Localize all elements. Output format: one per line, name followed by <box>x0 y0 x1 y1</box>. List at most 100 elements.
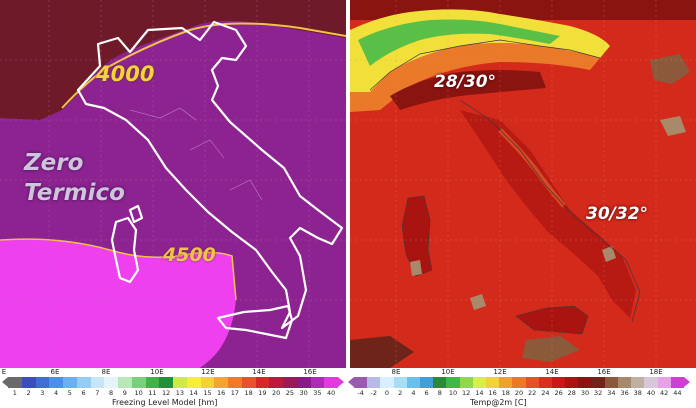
temperature-colorbar-value: 32 <box>594 389 603 397</box>
map-grid <box>0 0 346 368</box>
temperature-colorbar-value: 34 <box>607 389 616 397</box>
freezing-level-colorbar-value: 30 <box>299 389 308 397</box>
temperature-colorbar-value: 20 <box>514 389 524 397</box>
temperature-colorbar-swatch <box>393 377 407 388</box>
freezing-level-colorbar-value: 19 <box>258 389 267 397</box>
temperature-colorbar-value: 14 <box>475 389 484 397</box>
freezing-level-colorbar-value: 12 <box>161 389 171 397</box>
zero-label-line2: Termico <box>24 180 125 206</box>
freezing-level-colorbar-swatch <box>131 377 146 388</box>
temperature-colorbar-swatch <box>591 377 605 388</box>
freezing-level-colorbar-swatch <box>118 377 132 388</box>
temperature-colorbar-value: 40 <box>646 389 656 397</box>
freezing-level-colorbar-value: 17 <box>230 389 240 397</box>
freezing-level-colorbar-swatch <box>173 377 187 388</box>
freezing-level-colorbar-value: 14 <box>189 389 198 397</box>
temp-label-north: 28/30° <box>434 72 497 92</box>
temperature-colorbar <box>354 377 685 388</box>
temperature-colorbar-value: 30 <box>580 389 590 397</box>
temperature-colorbar-value: 38 <box>633 389 642 397</box>
temperature-colorbar-swatch <box>367 377 381 388</box>
temperature-colorbar-value: 6 <box>424 389 429 397</box>
freezing-level-colorbar-value: 2 <box>26 389 31 397</box>
freezing-level-colorbar-value: 18 <box>244 389 253 397</box>
temperature-colorbar-value: 42 <box>660 389 669 397</box>
freezing-level-colorbar-swatch <box>35 377 50 388</box>
legend-area <box>0 368 696 408</box>
italy-border <box>76 20 344 340</box>
right-longitude-tick: 16E <box>597 368 611 376</box>
temperature-colorbar-value: 0 <box>384 389 390 397</box>
temperature-colorbar-swatch <box>631 377 645 388</box>
alps-orange-band <box>350 43 600 112</box>
temperature-map-graphic <box>350 0 696 368</box>
temperature-colorbar-value: -2 <box>370 389 378 397</box>
temperature-colorbar-swatch <box>406 377 421 388</box>
right-longitude-ticks: 8E 10E 12E 14E 16E 18E <box>350 368 696 378</box>
freezing-level-colorbar-swatch <box>159 377 173 388</box>
sardinia-land <box>401 195 433 277</box>
freezing-level-colorbar-value: 1 <box>12 389 17 397</box>
freezing-level-colorbar-title: Freezing Level Model [hm] <box>112 398 218 407</box>
temperature-colorbar-value: 26 <box>554 389 563 397</box>
temperature-colorbar-swatch <box>604 377 619 388</box>
freezing-level-colorbar-value: 35 <box>313 389 322 397</box>
freezing-level-colorbar-value: 10 <box>134 389 143 397</box>
freezing-level-colorbar-swatch <box>296 377 311 388</box>
country-borders <box>369 39 641 323</box>
temperature-colorbar-value: 22 <box>528 389 537 397</box>
contour-4500-line <box>0 238 237 301</box>
left-longitude-tick: 14E <box>252 368 266 376</box>
temperature-colorbar-values: -4 -2 0 2 4 6 8 10 12 14 16 18 20 22 24 26 28 30 32 34 36 38 4… <box>354 389 684 398</box>
freezing-level-colorbar-value: 13 <box>175 389 185 397</box>
zero-termico-label: Zero Termico <box>24 148 125 208</box>
temperature-colorbar-swatch <box>538 377 553 388</box>
left-longitude-tick: 12E <box>201 368 215 376</box>
temperature-colorbar-swatch <box>472 377 487 388</box>
freezing-level-colorbar-swatch <box>214 377 228 388</box>
temperature-colorbar-swatch <box>657 377 671 388</box>
left-longitude-tick: 8E <box>101 368 111 376</box>
freezing-level-south-region <box>0 239 236 368</box>
temperature-colorbar-swatch <box>380 377 394 388</box>
freezing-level-colorbar-value: 16 <box>216 389 226 397</box>
temperature-colorbar-value: 36 <box>620 389 629 397</box>
temperature-colorbar-swatch <box>552 377 566 388</box>
temperature-colorbar-swatch <box>618 377 632 388</box>
temperature-colorbar-value: 8 <box>437 389 442 397</box>
freezing-level-colorbar-value: 11 <box>148 389 157 397</box>
temperature-colorbar-swatch <box>446 377 460 388</box>
freezing-level-colorbar-swatch <box>241 377 256 388</box>
temperature-colorbar-swatch <box>525 377 539 388</box>
temperature-colorbar-title: Temp@2m [C] <box>470 398 527 407</box>
temperature-colorbar-value: 4 <box>411 389 416 397</box>
temp-label-south: 30/32° <box>586 204 649 224</box>
cool-patches <box>350 54 690 368</box>
right-colorbar-left-arrow <box>348 377 354 387</box>
temperature-colorbar-swatch <box>512 377 526 388</box>
freezing-level-colorbar-values: 1 2 3 4 5 6 7 8 9 10 11 12 13 14 15 16 17 18 19 20 25 30 35 40 <box>8 389 338 398</box>
left-colorbar-left-arrow <box>2 377 8 387</box>
temperature-colorbar-swatch <box>486 377 500 388</box>
right-longitude-tick: 12E <box>493 368 507 376</box>
temperature-colorbar-value: 44 <box>673 389 682 397</box>
freezing-level-north-region <box>0 0 346 120</box>
left-longitude-tick: 16E <box>303 368 317 376</box>
freezing-level-colorbar-swatch <box>200 377 215 388</box>
temperature-colorbar-swatch <box>578 377 592 388</box>
left-colorbar-right-arrow <box>338 377 344 387</box>
right-longitude-tick: 8E <box>391 368 401 376</box>
left-longitude-ticks: E 6E 8E 10E 12E 14E 16E <box>0 368 346 378</box>
temperature-colorbar-value: 24 <box>541 389 550 397</box>
freezing-level-colorbar-swatch <box>104 377 118 388</box>
left-longitude-tick: E <box>1 368 7 376</box>
temperature-colorbar-swatch <box>420 377 434 388</box>
temperature-colorbar-value: 2 <box>398 389 403 397</box>
temperature-colorbar-value: 16 <box>488 389 497 397</box>
freezing-level-colorbar-value: 6 <box>81 389 86 397</box>
freezing-level-colorbar-swatch <box>8 377 22 388</box>
freezing-level-colorbar-swatch <box>21 377 36 388</box>
alps-green-band <box>358 19 560 66</box>
temperature-colorbar-value: 12 <box>462 389 471 397</box>
freezing-level-colorbar-swatch <box>269 377 283 388</box>
